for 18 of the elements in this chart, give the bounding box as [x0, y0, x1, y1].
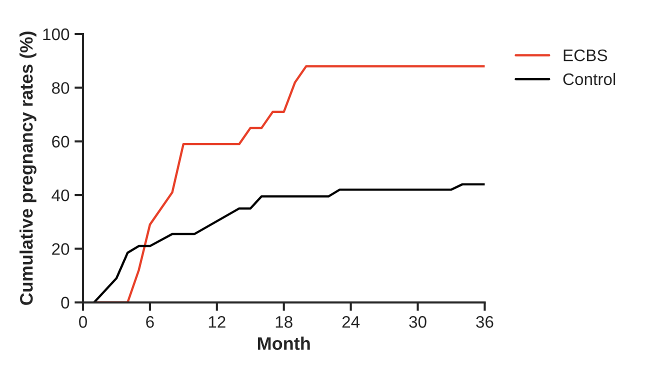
line-series	[93, 183, 485, 302]
x-tick-label: 18	[276, 316, 292, 328]
y-tick-label: 20	[52, 243, 70, 255]
y-tick-label: 40	[52, 189, 70, 202]
legend-label: ECBS	[564, 49, 608, 62]
y-tick-label: 100	[43, 28, 70, 40]
x-tick-label: 36	[476, 316, 494, 328]
y-axis-title: Cumulative pregnancy rates (%)	[20, 32, 36, 305]
x-axis-title: Month	[258, 336, 310, 350]
y-tick-label: 80	[52, 82, 70, 94]
x-tick-label: 12	[208, 316, 226, 328]
x-tick-label: 6	[146, 316, 154, 328]
x-tick-label: 0	[79, 316, 87, 328]
x-tick-label: 30	[409, 316, 426, 328]
y-tick-label: 60	[52, 136, 70, 148]
x-tick-label: 24	[342, 316, 360, 328]
y-tick-label: 0	[61, 296, 70, 309]
legend-label: Control	[563, 72, 616, 86]
